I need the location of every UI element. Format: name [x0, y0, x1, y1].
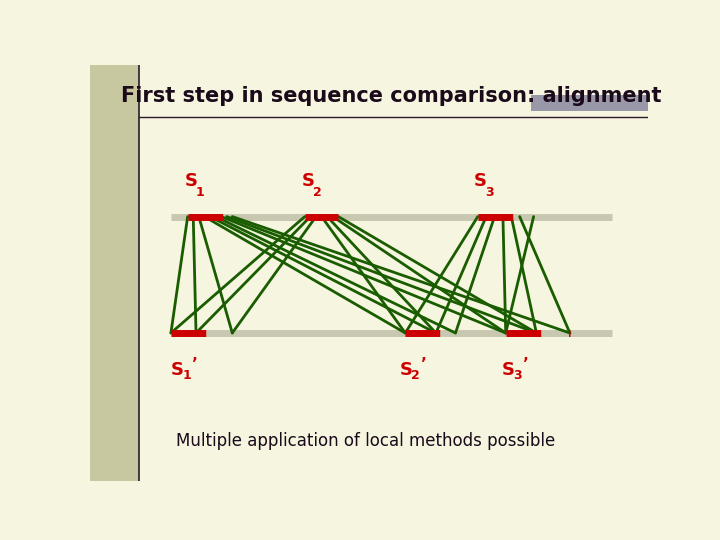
Bar — [531, 94, 648, 111]
Text: S: S — [474, 172, 487, 190]
Text: S: S — [502, 361, 515, 379]
Text: 1: 1 — [196, 186, 204, 199]
Text: First step in sequence comparison: alignment: First step in sequence comparison: align… — [121, 86, 662, 106]
Text: ’: ’ — [523, 357, 528, 372]
Text: 1: 1 — [182, 369, 191, 382]
Text: 3: 3 — [513, 369, 521, 382]
Bar — [90, 65, 139, 481]
Text: S: S — [400, 361, 413, 379]
Text: Multiple application of local methods possible: Multiple application of local methods po… — [176, 432, 556, 450]
Text: ’: ’ — [421, 357, 427, 372]
Text: 3: 3 — [485, 186, 494, 199]
Text: 2: 2 — [411, 369, 420, 382]
Text: S: S — [302, 172, 315, 190]
Text: S: S — [185, 172, 198, 190]
Text: S: S — [171, 361, 184, 379]
Text: ’: ’ — [192, 357, 198, 372]
Text: 2: 2 — [313, 186, 322, 199]
